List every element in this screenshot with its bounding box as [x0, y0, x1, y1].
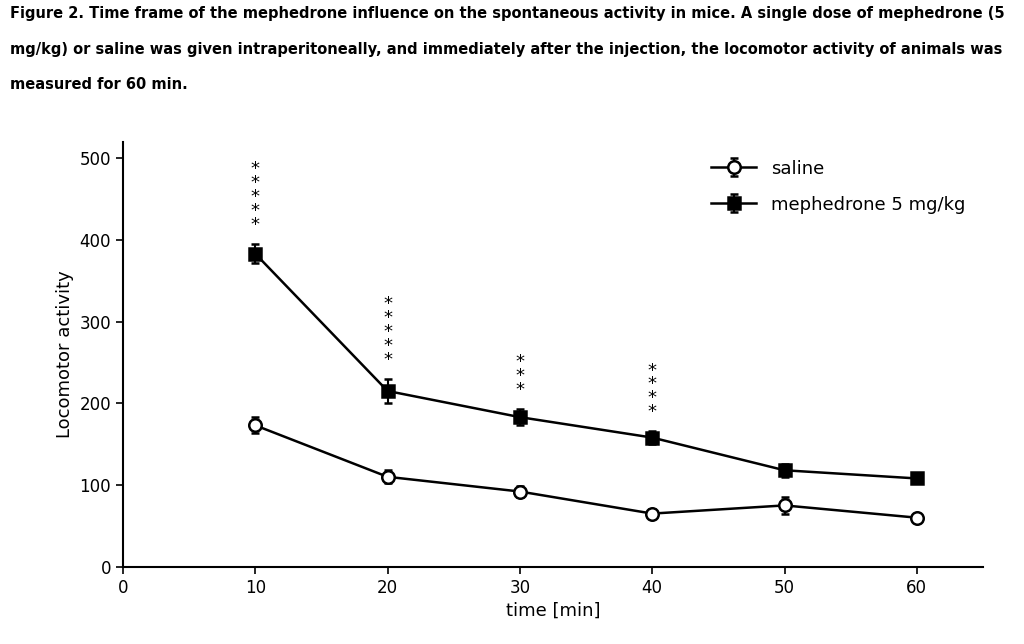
Text: *: *: [383, 323, 392, 341]
Text: *: *: [383, 337, 392, 355]
Text: *: *: [383, 296, 392, 314]
Text: *: *: [515, 367, 524, 385]
Text: *: *: [648, 403, 656, 421]
Text: *: *: [648, 375, 656, 393]
Text: *: *: [383, 309, 392, 327]
X-axis label: time [min]: time [min]: [506, 602, 600, 620]
Text: Figure 2. Time frame of the mephedrone influence on the spontaneous activity in : Figure 2. Time frame of the mephedrone i…: [10, 6, 1005, 21]
Text: *: *: [251, 202, 260, 220]
Text: *: *: [515, 354, 524, 372]
Text: *: *: [251, 216, 260, 234]
Text: *: *: [251, 188, 260, 206]
Text: *: *: [648, 390, 656, 408]
Text: *: *: [515, 381, 524, 399]
Text: *: *: [251, 175, 260, 193]
Legend: saline, mephedrone 5 mg/kg: saline, mephedrone 5 mg/kg: [702, 151, 974, 223]
Text: *: *: [251, 160, 260, 178]
Y-axis label: Locomotor activity: Locomotor activity: [56, 270, 74, 438]
Text: measured for 60 min.: measured for 60 min.: [10, 77, 188, 92]
Text: mg/kg) or saline was given intraperitoneally, and immediately after the injectio: mg/kg) or saline was given intraperitone…: [10, 42, 1002, 57]
Text: *: *: [383, 351, 392, 369]
Text: *: *: [648, 361, 656, 379]
